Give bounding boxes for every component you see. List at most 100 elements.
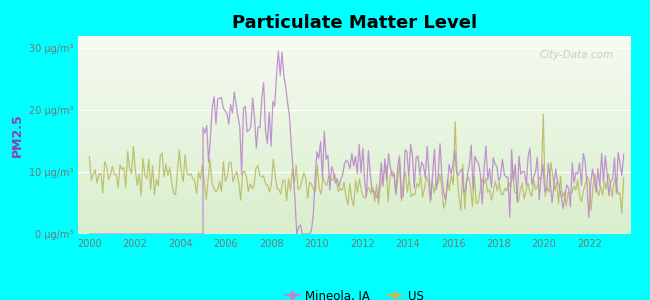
- Bar: [78, 48, 630, 50]
- Bar: [78, 200, 630, 202]
- Bar: [78, 226, 630, 228]
- Bar: [78, 181, 630, 182]
- Bar: [78, 198, 630, 200]
- Bar: [78, 188, 630, 190]
- Bar: [78, 111, 630, 113]
- Bar: [78, 196, 630, 198]
- Bar: [78, 177, 630, 178]
- Bar: [78, 190, 630, 192]
- Bar: [78, 137, 630, 139]
- Bar: [78, 131, 630, 133]
- Bar: [78, 222, 630, 224]
- Bar: [78, 167, 630, 169]
- Bar: [78, 194, 630, 196]
- Bar: [78, 88, 630, 89]
- Bar: [78, 62, 630, 64]
- Bar: [78, 92, 630, 93]
- Bar: [78, 139, 630, 141]
- Bar: [78, 147, 630, 149]
- Bar: [78, 50, 630, 52]
- Bar: [78, 38, 630, 40]
- Bar: [78, 155, 630, 157]
- Bar: [78, 214, 630, 216]
- Bar: [78, 204, 630, 206]
- Y-axis label: PM2.5: PM2.5: [11, 113, 24, 157]
- Bar: [78, 117, 630, 119]
- Bar: [78, 46, 630, 48]
- Bar: [78, 83, 630, 85]
- Bar: [78, 119, 630, 121]
- Bar: [78, 76, 630, 78]
- Bar: [78, 36, 630, 38]
- Text: City-Data.com: City-Data.com: [540, 50, 614, 60]
- Bar: [78, 60, 630, 62]
- Bar: [78, 172, 630, 175]
- Bar: [78, 175, 630, 177]
- Bar: [78, 82, 630, 83]
- Bar: [78, 103, 630, 105]
- Bar: [78, 184, 630, 187]
- Bar: [78, 99, 630, 101]
- Bar: [78, 80, 630, 82]
- Bar: [78, 208, 630, 210]
- Bar: [78, 153, 630, 155]
- Bar: [78, 216, 630, 218]
- Bar: [78, 220, 630, 222]
- Bar: [78, 58, 630, 60]
- Bar: [78, 42, 630, 44]
- Bar: [78, 161, 630, 163]
- Bar: [78, 107, 630, 109]
- Bar: [78, 178, 630, 181]
- Bar: [78, 113, 630, 115]
- Bar: [78, 151, 630, 153]
- Bar: [78, 44, 630, 46]
- Bar: [78, 212, 630, 214]
- Bar: [78, 228, 630, 230]
- Bar: [78, 230, 630, 232]
- Bar: [78, 163, 630, 165]
- Bar: [78, 95, 630, 98]
- Bar: [78, 182, 630, 184]
- Bar: [78, 66, 630, 68]
- Bar: [78, 40, 630, 42]
- Bar: [78, 187, 630, 188]
- Bar: [78, 68, 630, 70]
- Bar: [78, 202, 630, 204]
- Bar: [78, 141, 630, 143]
- Bar: [78, 210, 630, 212]
- Bar: [78, 157, 630, 159]
- Bar: [78, 232, 630, 234]
- Bar: [78, 72, 630, 74]
- Bar: [78, 56, 630, 58]
- Bar: [78, 125, 630, 127]
- Bar: [78, 218, 630, 220]
- Bar: [78, 165, 630, 167]
- Bar: [78, 78, 630, 80]
- Bar: [78, 143, 630, 145]
- Bar: [78, 89, 630, 92]
- Bar: [78, 93, 630, 95]
- Bar: [78, 127, 630, 129]
- Bar: [78, 206, 630, 208]
- Bar: [78, 129, 630, 131]
- Bar: [78, 224, 630, 226]
- Bar: [78, 70, 630, 72]
- Bar: [78, 74, 630, 76]
- Bar: [78, 109, 630, 111]
- Bar: [78, 101, 630, 103]
- Bar: [78, 85, 630, 88]
- Bar: [78, 149, 630, 151]
- Bar: [78, 159, 630, 161]
- Title: Particulate Matter Level: Particulate Matter Level: [231, 14, 477, 32]
- Bar: [78, 192, 630, 194]
- Bar: [78, 123, 630, 125]
- Bar: [78, 135, 630, 137]
- Bar: [78, 171, 630, 172]
- Bar: [78, 121, 630, 123]
- Bar: [78, 145, 630, 147]
- Bar: [78, 54, 630, 56]
- Bar: [78, 169, 630, 171]
- Bar: [78, 115, 630, 117]
- Legend: Mineola, IA, US: Mineola, IA, US: [280, 285, 428, 300]
- Bar: [78, 64, 630, 66]
